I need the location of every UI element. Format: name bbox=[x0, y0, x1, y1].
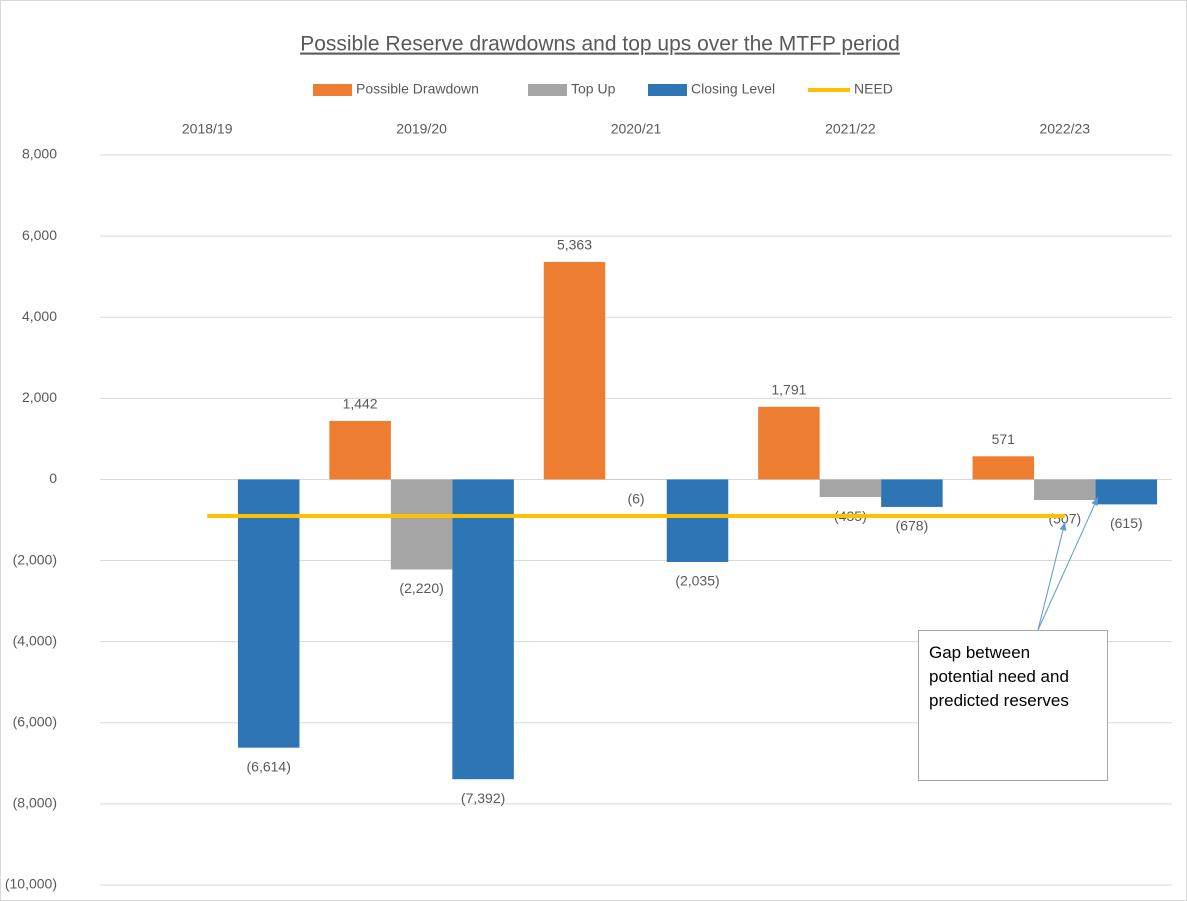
bar bbox=[666, 479, 729, 562]
data-label: (678) bbox=[896, 518, 929, 534]
legend-label: NEED bbox=[854, 81, 893, 97]
arrow-head bbox=[1059, 522, 1067, 531]
annotation-box: Gap between potential need and predicted… bbox=[918, 630, 1108, 781]
y-tick-label: 0 bbox=[49, 470, 57, 486]
data-label: 571 bbox=[992, 431, 1016, 447]
bar bbox=[1095, 479, 1158, 505]
y-tick-label: (8,000) bbox=[13, 795, 57, 811]
bar bbox=[237, 479, 300, 748]
bar bbox=[1034, 479, 1096, 501]
annotation-arrow bbox=[1037, 521, 1066, 631]
data-label: (6) bbox=[627, 490, 644, 506]
x-tick-label: 2021/22 bbox=[825, 121, 876, 137]
legend-swatch bbox=[648, 84, 687, 96]
data-label: (2,220) bbox=[399, 580, 443, 596]
legend-swatch bbox=[528, 84, 567, 96]
bar bbox=[881, 479, 943, 507]
bar bbox=[972, 456, 1035, 480]
y-tick-label: 2,000 bbox=[22, 389, 57, 405]
data-label: (7,392) bbox=[461, 790, 505, 806]
x-tick-label: 2019/20 bbox=[396, 121, 447, 137]
y-tick-label: 6,000 bbox=[22, 227, 57, 243]
legend-label: Closing Level bbox=[691, 81, 775, 97]
data-label: 1,791 bbox=[771, 382, 806, 398]
x-tick-label: 2018/19 bbox=[182, 121, 233, 137]
y-tick-label: (10,000) bbox=[5, 876, 57, 892]
y-tick-label: 4,000 bbox=[22, 308, 57, 324]
bar bbox=[390, 479, 453, 570]
x-tick-label: 2022/23 bbox=[1039, 121, 1090, 137]
y-tick-label: (4,000) bbox=[13, 632, 57, 648]
data-label: (2,035) bbox=[675, 573, 719, 589]
y-tick-label: (6,000) bbox=[13, 713, 57, 729]
bar bbox=[543, 261, 606, 480]
bar bbox=[758, 406, 820, 480]
chart-title: Possible Reserve drawdowns and top ups o… bbox=[300, 33, 900, 56]
data-label: 5,363 bbox=[557, 237, 592, 253]
annotation-arrow bbox=[1037, 496, 1099, 631]
legend-swatch bbox=[313, 84, 352, 96]
x-tick-label: 2020/21 bbox=[611, 121, 662, 137]
data-label: (615) bbox=[1110, 515, 1143, 531]
arrow-head bbox=[1091, 497, 1098, 506]
y-tick-label: 8,000 bbox=[22, 146, 57, 162]
y-tick-label: (2,000) bbox=[13, 551, 57, 567]
bar bbox=[819, 479, 882, 498]
bar bbox=[329, 420, 391, 480]
legend-label: Possible Drawdown bbox=[356, 81, 479, 97]
data-label: (6,614) bbox=[247, 758, 291, 774]
legend-label: Top Up bbox=[571, 81, 616, 97]
data-label: 1,442 bbox=[343, 396, 378, 412]
bar bbox=[452, 479, 514, 780]
annotation-text: Gap between potential need and predicted… bbox=[929, 643, 1069, 710]
